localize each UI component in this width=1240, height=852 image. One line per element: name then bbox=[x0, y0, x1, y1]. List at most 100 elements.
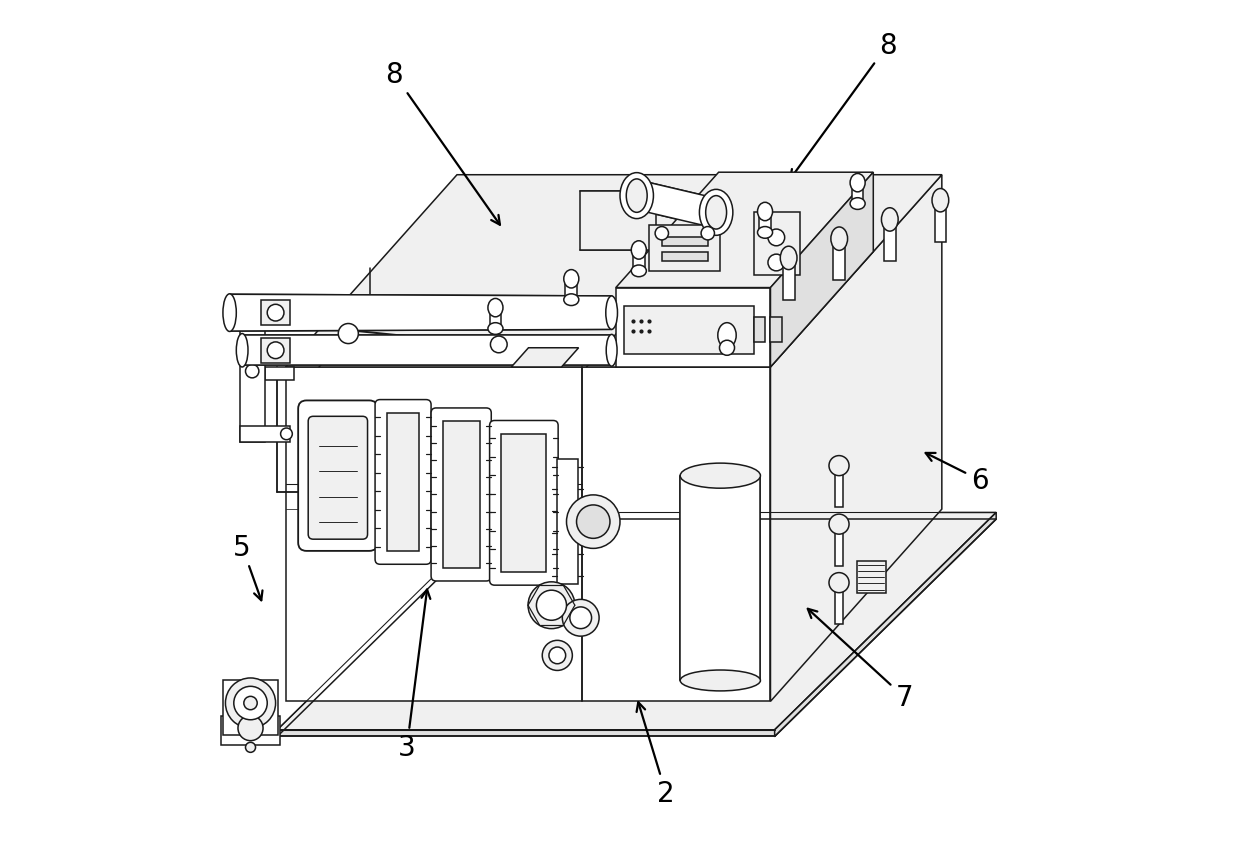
Polygon shape bbox=[770, 176, 942, 701]
Text: 8: 8 bbox=[790, 32, 897, 180]
Ellipse shape bbox=[631, 266, 646, 278]
Polygon shape bbox=[285, 176, 942, 367]
Polygon shape bbox=[221, 716, 280, 745]
Polygon shape bbox=[681, 476, 760, 681]
Polygon shape bbox=[511, 348, 579, 367]
Ellipse shape bbox=[780, 247, 797, 270]
Circle shape bbox=[491, 337, 507, 354]
Circle shape bbox=[830, 456, 849, 476]
Circle shape bbox=[280, 429, 293, 440]
Polygon shape bbox=[754, 213, 800, 276]
Polygon shape bbox=[662, 238, 708, 246]
Polygon shape bbox=[260, 338, 290, 363]
Polygon shape bbox=[443, 422, 480, 568]
Polygon shape bbox=[242, 336, 611, 366]
Polygon shape bbox=[770, 318, 782, 343]
Circle shape bbox=[577, 505, 610, 538]
Polygon shape bbox=[278, 513, 996, 730]
Circle shape bbox=[246, 742, 255, 752]
Circle shape bbox=[439, 491, 450, 503]
Ellipse shape bbox=[706, 197, 727, 230]
Ellipse shape bbox=[851, 175, 866, 193]
Polygon shape bbox=[884, 220, 895, 262]
Circle shape bbox=[537, 590, 567, 620]
Polygon shape bbox=[278, 730, 775, 737]
Polygon shape bbox=[239, 426, 290, 443]
Circle shape bbox=[226, 678, 275, 728]
Polygon shape bbox=[835, 466, 843, 508]
Polygon shape bbox=[387, 413, 419, 551]
Ellipse shape bbox=[487, 323, 503, 335]
Ellipse shape bbox=[932, 189, 949, 213]
Polygon shape bbox=[852, 183, 863, 204]
Circle shape bbox=[655, 227, 668, 240]
FancyBboxPatch shape bbox=[298, 401, 377, 551]
Polygon shape bbox=[490, 308, 501, 329]
FancyBboxPatch shape bbox=[374, 400, 432, 565]
Circle shape bbox=[562, 600, 599, 636]
Polygon shape bbox=[616, 288, 770, 367]
FancyBboxPatch shape bbox=[432, 408, 491, 581]
Circle shape bbox=[830, 515, 849, 534]
Polygon shape bbox=[223, 680, 278, 735]
Circle shape bbox=[830, 573, 849, 593]
Polygon shape bbox=[239, 301, 264, 443]
Ellipse shape bbox=[487, 299, 503, 318]
Circle shape bbox=[234, 687, 268, 720]
Polygon shape bbox=[632, 250, 645, 272]
Ellipse shape bbox=[882, 209, 898, 232]
Ellipse shape bbox=[223, 295, 237, 332]
Polygon shape bbox=[264, 367, 294, 380]
Polygon shape bbox=[754, 318, 765, 343]
Polygon shape bbox=[486, 481, 528, 497]
Polygon shape bbox=[833, 239, 846, 281]
Polygon shape bbox=[616, 173, 873, 288]
Ellipse shape bbox=[606, 335, 618, 366]
Polygon shape bbox=[782, 259, 795, 301]
Ellipse shape bbox=[718, 323, 737, 348]
Polygon shape bbox=[641, 181, 712, 228]
Ellipse shape bbox=[699, 190, 733, 236]
Circle shape bbox=[238, 716, 263, 740]
Polygon shape bbox=[229, 295, 611, 331]
FancyBboxPatch shape bbox=[490, 421, 558, 585]
Ellipse shape bbox=[831, 227, 848, 251]
Circle shape bbox=[701, 227, 714, 240]
Text: 8: 8 bbox=[386, 61, 500, 226]
Polygon shape bbox=[565, 279, 577, 301]
Circle shape bbox=[246, 365, 259, 378]
Circle shape bbox=[528, 582, 575, 629]
Ellipse shape bbox=[681, 463, 760, 489]
Polygon shape bbox=[775, 513, 996, 737]
Polygon shape bbox=[624, 307, 754, 355]
Circle shape bbox=[567, 495, 620, 549]
Ellipse shape bbox=[564, 295, 579, 306]
Circle shape bbox=[314, 437, 325, 448]
Polygon shape bbox=[501, 435, 547, 573]
Ellipse shape bbox=[758, 227, 773, 239]
Circle shape bbox=[570, 607, 591, 629]
Ellipse shape bbox=[620, 174, 653, 219]
Circle shape bbox=[268, 343, 284, 360]
Ellipse shape bbox=[681, 671, 760, 691]
Polygon shape bbox=[857, 561, 887, 593]
Ellipse shape bbox=[758, 203, 773, 222]
Polygon shape bbox=[662, 253, 708, 262]
Polygon shape bbox=[759, 212, 771, 233]
Circle shape bbox=[542, 641, 573, 671]
Ellipse shape bbox=[851, 199, 866, 210]
Polygon shape bbox=[835, 525, 843, 567]
Polygon shape bbox=[239, 301, 290, 318]
Polygon shape bbox=[260, 301, 290, 325]
Circle shape bbox=[339, 324, 358, 344]
Text: 3: 3 bbox=[398, 590, 430, 762]
Ellipse shape bbox=[719, 341, 734, 356]
Polygon shape bbox=[770, 173, 873, 367]
Ellipse shape bbox=[237, 334, 248, 367]
Text: 5: 5 bbox=[233, 533, 263, 601]
FancyBboxPatch shape bbox=[309, 417, 367, 539]
Circle shape bbox=[768, 255, 785, 272]
Polygon shape bbox=[580, 193, 656, 250]
Polygon shape bbox=[285, 367, 770, 701]
Circle shape bbox=[244, 697, 257, 710]
